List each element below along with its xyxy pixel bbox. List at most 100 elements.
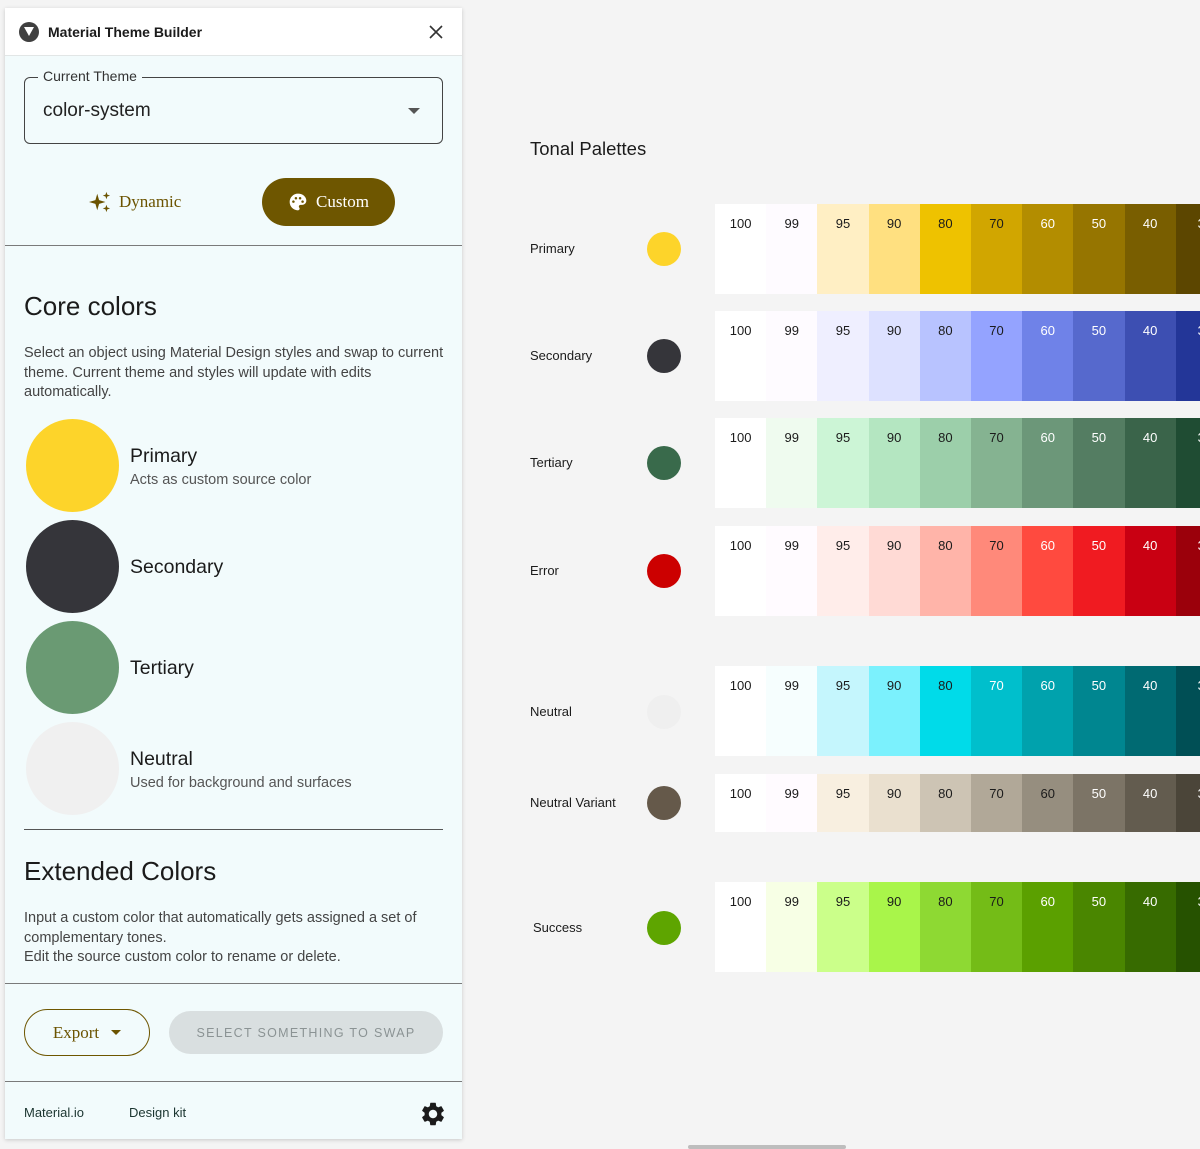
palette-key-color-error[interactable]	[647, 554, 681, 588]
tone-cell[interactable]: 95	[817, 526, 869, 616]
palette-key-color-tertiary[interactable]	[647, 446, 681, 480]
tone-cell[interactable]: 80	[919, 526, 971, 616]
palette-key-color-primary[interactable]	[647, 232, 681, 266]
palette-icon	[289, 193, 307, 211]
tone-cell[interactable]: 90	[868, 666, 920, 756]
tone-cell[interactable]: 60	[1022, 418, 1074, 508]
tone-cell[interactable]: 60	[1022, 311, 1074, 401]
tone-cell[interactable]: 50	[1073, 666, 1125, 756]
current-theme-select[interactable]: Current Theme color-system	[24, 68, 443, 144]
tone-cell[interactable]: 70	[970, 311, 1023, 401]
tone-cell[interactable]: 99	[766, 204, 818, 294]
swap-button[interactable]: SELECT SOMETHING TO SWAP	[169, 1011, 443, 1054]
tone-label: 99	[784, 678, 800, 693]
tone-cell[interactable]: 60	[1022, 882, 1074, 972]
tone-cell[interactable]: 70	[970, 204, 1023, 294]
tertiary-swatch[interactable]	[26, 621, 119, 714]
dynamic-button[interactable]: Dynamic	[89, 183, 181, 221]
tone-cell[interactable]: 40	[1124, 774, 1176, 832]
tone-cell[interactable]: 90	[868, 311, 920, 401]
tone-cell[interactable]: 99	[766, 526, 818, 616]
core-color-secondary[interactable]: Secondary	[26, 520, 446, 614]
tone-cell[interactable]: 3	[1175, 526, 1200, 616]
tone-cell[interactable]: 90	[868, 882, 920, 972]
tone-cell[interactable]: 80	[919, 311, 971, 401]
tone-cell[interactable]: 100	[715, 666, 767, 756]
palette-key-color-neutral-variant[interactable]	[647, 786, 681, 820]
tone-cell[interactable]: 95	[817, 418, 869, 508]
tone-cell[interactable]: 3	[1175, 882, 1200, 972]
material-io-link[interactable]: Material.io	[24, 1105, 84, 1120]
tone-cell[interactable]: 90	[868, 418, 920, 508]
tone-cell[interactable]: 90	[868, 204, 920, 294]
tone-cell[interactable]: 3	[1175, 204, 1200, 294]
core-color-tertiary[interactable]: Tertiary	[26, 621, 446, 715]
gear-icon[interactable]	[419, 1100, 447, 1128]
tone-cell[interactable]: 100	[715, 882, 767, 972]
tone-label: 80	[938, 538, 953, 553]
tone-cell[interactable]: 95	[817, 666, 869, 756]
export-button[interactable]: Export	[24, 1009, 150, 1056]
palette-key-color-secondary[interactable]	[647, 339, 681, 373]
horizontal-scrollbar[interactable]	[688, 1145, 846, 1149]
tone-cell[interactable]: 99	[766, 418, 818, 508]
neutral-swatch[interactable]	[26, 722, 119, 815]
tone-cell[interactable]: 50	[1073, 418, 1125, 508]
tone-cell[interactable]: 80	[919, 882, 971, 972]
tone-label: 70	[989, 323, 1004, 338]
tone-cell[interactable]: 50	[1073, 526, 1125, 616]
palette-key-color-neutral[interactable]	[647, 695, 681, 729]
tone-cell[interactable]: 70	[970, 526, 1023, 616]
tone-cell[interactable]: 80	[919, 666, 971, 756]
tone-cell[interactable]: 50	[1073, 204, 1125, 294]
core-color-primary[interactable]: Primary Acts as custom source color	[26, 419, 446, 513]
core-color-neutral[interactable]: Neutral Used for background and surfaces	[26, 722, 446, 816]
tone-cell[interactable]: 40	[1124, 311, 1176, 401]
tone-cell[interactable]: 100	[715, 204, 767, 294]
tone-cell[interactable]: 70	[970, 666, 1023, 756]
tone-cell[interactable]: 40	[1124, 666, 1176, 756]
palette-key-color-success[interactable]	[647, 911, 681, 945]
tone-cell[interactable]: 99	[766, 774, 818, 832]
tone-cell[interactable]: 3	[1175, 418, 1200, 508]
tone-cell[interactable]: 100	[715, 418, 767, 508]
tone-cell[interactable]: 90	[868, 526, 920, 616]
tone-cell[interactable]: 80	[919, 204, 971, 294]
custom-button[interactable]: Custom	[262, 178, 395, 226]
tone-cell[interactable]: 40	[1124, 418, 1176, 508]
tone-cell[interactable]: 99	[766, 311, 818, 401]
tone-cell[interactable]: 95	[817, 311, 869, 401]
close-icon[interactable]	[424, 20, 448, 44]
tone-cell[interactable]: 100	[715, 311, 767, 401]
tone-cell[interactable]: 3	[1175, 666, 1200, 756]
tone-label: 3	[1176, 216, 1200, 231]
tone-cell[interactable]: 3	[1175, 774, 1200, 832]
primary-swatch[interactable]	[26, 419, 119, 512]
tone-cell[interactable]: 50	[1073, 882, 1125, 972]
tone-cell[interactable]: 100	[715, 526, 767, 616]
tone-cell[interactable]: 100	[715, 774, 767, 832]
tone-cell[interactable]: 90	[868, 774, 920, 832]
tone-cell[interactable]: 95	[817, 882, 869, 972]
tone-cell[interactable]: 50	[1073, 774, 1125, 832]
tone-cell[interactable]: 60	[1022, 204, 1074, 294]
tone-cell[interactable]: 60	[1022, 666, 1074, 756]
tone-cell[interactable]: 80	[919, 774, 971, 832]
tone-cell[interactable]: 99	[766, 666, 818, 756]
secondary-swatch[interactable]	[26, 520, 119, 613]
tone-cell[interactable]: 80	[919, 418, 971, 508]
tone-cell[interactable]: 40	[1124, 526, 1176, 616]
tone-cell[interactable]: 95	[817, 774, 869, 832]
tone-cell[interactable]: 3	[1175, 311, 1200, 401]
tone-cell[interactable]: 70	[970, 774, 1023, 832]
tone-cell[interactable]: 50	[1073, 311, 1125, 401]
tone-cell[interactable]: 60	[1022, 526, 1074, 616]
tone-cell[interactable]: 95	[817, 204, 869, 294]
tone-cell[interactable]: 40	[1124, 882, 1176, 972]
tone-cell[interactable]: 60	[1022, 774, 1074, 832]
tone-cell[interactable]: 99	[766, 882, 818, 972]
design-kit-link[interactable]: Design kit	[129, 1105, 187, 1120]
tone-cell[interactable]: 70	[970, 418, 1023, 508]
tone-cell[interactable]: 70	[970, 882, 1023, 972]
tone-cell[interactable]: 40	[1124, 204, 1176, 294]
